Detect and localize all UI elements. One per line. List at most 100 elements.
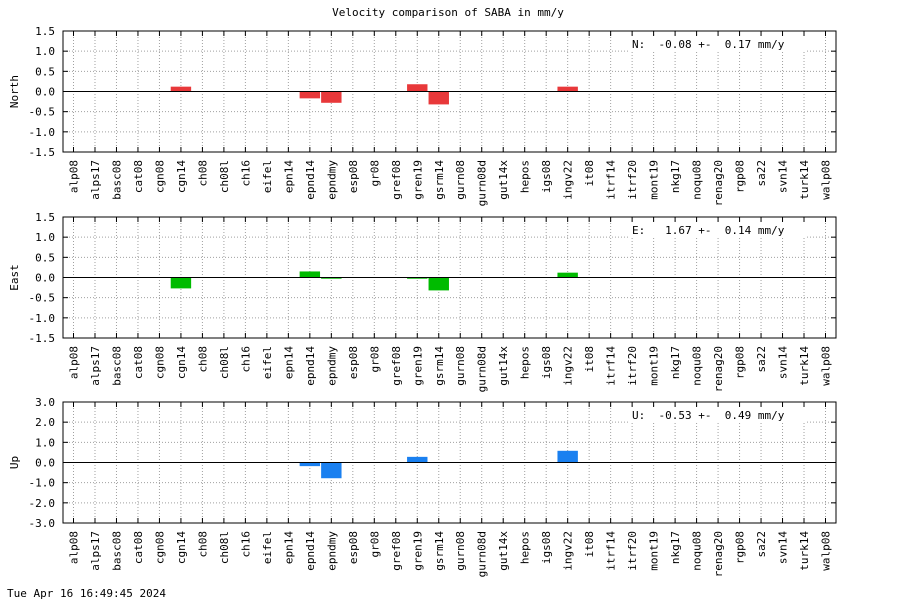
x-tick-label: epndmy [325,531,338,571]
y-tick-label: 0.5 [35,65,55,78]
x-tick-label: gsrm14 [433,346,446,386]
y-tick-label: -1.0 [29,312,56,325]
bar-gren19 [407,277,428,279]
x-tick-label: it08 [583,531,596,558]
bar-epnd14 [299,462,321,467]
x-tick-label: epn14 [282,160,295,193]
x-tick-label: gurn08d [476,531,489,577]
x-tick-label: itrf20 [626,346,639,386]
x-tick-label: gren19 [411,346,424,386]
x-tick-label: nkg17 [669,160,682,193]
x-tick-label: basc08 [110,160,123,200]
x-tick-label: sa22 [755,531,768,558]
x-tick-label: ch08l [218,531,231,564]
x-tick-label: it08 [583,160,596,187]
y-tick-label: 3.0 [35,396,55,409]
y-tick-label: 1.0 [35,45,55,58]
y-tick-label: 2.0 [35,416,55,429]
bar-epnd14 [299,271,321,278]
x-tick-label: ingv22 [562,346,575,386]
x-tick-label: alps17 [89,531,102,571]
x-tick-label: ch08l [218,160,231,193]
y-tick-label: 0.0 [35,272,55,285]
plot-frame [62,30,837,153]
x-tick-label: noqu08 [691,531,704,571]
bar-gren19 [407,456,428,463]
panel-north: 1.5 1.0 0.5 0.0 -0.5 -1.0 -1.5 alp08 alps17 basc0… [8,25,837,206]
x-tick-label: eifel [261,531,274,564]
x-tick-label: gref08 [390,160,403,200]
x-tick-label: rgp08 [734,160,747,193]
x-tick-label: igs08 [540,531,553,564]
y-tick-label: 0.5 [35,251,55,264]
x-tick-label: gsrm14 [433,531,446,571]
bar-gsrm14 [428,277,449,291]
x-tick-label: gut14x [497,160,510,200]
x-tick-label: alps17 [89,346,102,386]
x-tick-label: gren19 [411,531,424,571]
x-tick-label: ch08 [196,531,209,558]
y-tick-label: 0.0 [35,457,55,470]
x-tick-label: cat08 [132,531,145,564]
x-tick-label: renag20 [712,346,725,392]
y-tick-label: 1.5 [35,211,55,224]
y-tick-label: 1.5 [35,25,55,38]
x-tick-label: ch08 [196,346,209,373]
x-tick-label: epndmy [325,346,338,386]
y-tick-label: -1.5 [29,332,56,345]
stat-background [628,222,806,238]
y-axis-label: East [8,264,21,291]
bar-ingv22 [557,86,578,92]
x-tick-label: cgn14 [175,346,188,379]
bar-ingv22 [557,450,578,463]
x-tick-label: gurn08 [454,160,467,200]
y-tick-label: -0.5 [29,292,56,305]
x-tick-label: walp08 [820,346,833,386]
bar-cgn14 [170,277,192,289]
x-tick-label: it08 [583,346,596,373]
bar-epnd14 [299,91,321,99]
x-tick-label: epnd14 [304,531,317,571]
plot-frame [62,216,837,339]
x-tick-label: svn14 [777,160,790,193]
x-tick-label: cat08 [132,346,145,379]
x-tick-label: ch16 [239,346,252,373]
x-tick-label: alp08 [68,346,81,379]
x-tick-label: nkg17 [669,346,682,379]
x-tick-label: gut14x [497,346,510,386]
bar-cgn14 [170,86,192,92]
x-tick-label: cat08 [132,160,145,193]
x-tick-label: hepos [519,346,532,379]
x-tick-label: cgn14 [175,531,188,564]
x-tick-label: mont19 [648,531,661,571]
x-tick-label: igs08 [540,160,553,193]
x-tick-label: alps17 [89,160,102,200]
y-tick-label: -1.5 [29,146,56,159]
x-tick-label: cgn08 [153,531,166,564]
plot-frame [62,401,837,524]
x-tick-label: gurn08d [476,160,489,206]
x-tick-label: gren19 [411,160,424,200]
x-tick-label: itrf20 [626,160,639,200]
x-tick-label: gr08 [368,160,381,187]
x-tick-label: ch16 [239,160,252,187]
y-axis-label: Up [8,456,21,469]
x-tick-label: walp08 [820,531,833,571]
x-tick-label: itrf14 [605,531,618,571]
x-tick-label: esp08 [347,160,360,193]
x-tick-label: sa22 [755,346,768,373]
y-tick-label: -1.0 [29,126,56,139]
x-tick-label: rgp08 [734,346,747,379]
x-tick-label: nkg17 [669,531,682,564]
timestamp-footer: Tue Apr 16 16:49:45 2024 [7,587,166,600]
panel-east: 1.5 1.0 0.5 0.0 -0.5 -1.0 -1.5 alp08 alps17 basc0… [8,211,837,392]
x-tick-label: basc08 [110,346,123,386]
x-tick-label: gurn08 [454,531,467,571]
x-tick-label: epndmy [325,160,338,200]
stat-annotation: E: 1.67 +- 0.14 mm/y [632,224,785,237]
x-tick-label: ch08l [218,346,231,379]
chart-title: Velocity comparison of SABA in mm/y [332,6,564,19]
x-tick-label: eifel [261,346,274,379]
x-tick-label: renag20 [712,160,725,206]
